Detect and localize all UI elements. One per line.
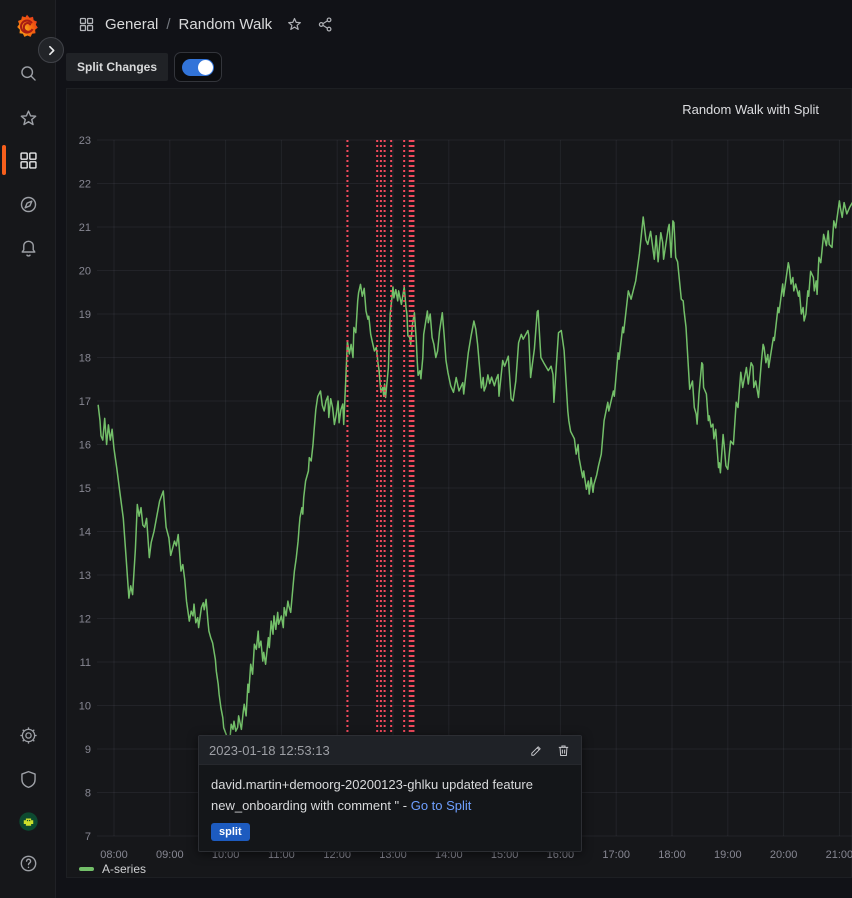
star-dashboard-icon[interactable] <box>286 16 303 33</box>
y-tick-label: 19 <box>79 309 91 321</box>
split-plugin-icon[interactable] <box>0 802 56 840</box>
dashboard-grid-icon <box>78 16 95 33</box>
x-tick-label: 08:00 <box>100 849 128 861</box>
annotation-tooltip-header: 2023-01-18 12:53:13 <box>199 736 581 765</box>
share-dashboard-icon[interactable] <box>317 16 334 33</box>
toggle-pill <box>182 58 215 76</box>
legend-series-marker <box>79 867 94 871</box>
dashboards-icon[interactable] <box>0 141 56 179</box>
y-tick-label: 22 <box>79 179 91 191</box>
y-tick-label: 18 <box>79 353 91 365</box>
toggle-knob <box>198 59 214 75</box>
edit-annotation-pencil-icon[interactable] <box>529 743 544 758</box>
y-tick-label: 15 <box>79 483 91 495</box>
y-tick-label: 16 <box>79 440 91 452</box>
go-to-split-link[interactable]: Go to Split <box>410 798 472 813</box>
y-tick-label: 8 <box>85 788 91 800</box>
search-icon[interactable] <box>0 54 56 92</box>
explore-compass-icon[interactable] <box>0 185 56 223</box>
y-tick-label: 7 <box>85 831 91 843</box>
x-tick-label: 20:00 <box>770 849 798 861</box>
x-tick-label: 16:00 <box>547 849 575 861</box>
legend-series-label: A-series <box>102 862 147 876</box>
panel-title[interactable]: Random Walk with Split <box>682 102 819 117</box>
breadcrumb-folder[interactable]: General <box>105 15 159 33</box>
sidebar-expand-button[interactable] <box>38 37 64 63</box>
grafana-logo[interactable] <box>13 13 41 41</box>
x-tick-label: 14:00 <box>435 849 463 861</box>
x-tick-label: 15:00 <box>491 849 519 861</box>
split-changes-toggle[interactable] <box>174 52 223 82</box>
random-walk-panel: Random Walk with Split 23 22 21 20 19 18 17 16 1… <box>66 88 852 878</box>
x-tick-label: 21:00 <box>826 849 852 861</box>
y-tick-label: 20 <box>79 266 91 278</box>
sidebar <box>0 0 56 898</box>
annotation-message: david.martin+demoorg-20200123-ghlku upda… <box>211 777 533 813</box>
annotation-tag-split[interactable]: split <box>211 823 250 841</box>
server-admin-shield-icon[interactable] <box>0 760 56 798</box>
y-tick-label: 10 <box>79 701 91 713</box>
breadcrumb-title[interactable]: Random Walk <box>178 15 273 33</box>
y-tick-label: 14 <box>79 527 91 539</box>
y-tick-label: 13 <box>79 570 91 582</box>
submenu-bar: Split Changes <box>56 48 852 86</box>
y-tick-label: 17 <box>79 396 91 408</box>
y-tick-label: 11 <box>80 657 91 669</box>
x-tick-label: 18:00 <box>658 849 686 861</box>
legend-item-a-series[interactable]: A-series <box>79 862 146 876</box>
x-tick-label: 19:00 <box>714 849 742 861</box>
y-tick-label: 9 <box>85 744 91 756</box>
annotation-tooltip-body: david.martin+demoorg-20200123-ghlku upda… <box>199 765 581 851</box>
x-tick-label: 12:00 <box>323 849 351 861</box>
delete-annotation-trash-icon[interactable] <box>556 743 571 758</box>
x-tick-label: 11:00 <box>268 849 295 861</box>
y-tick-label: 23 <box>79 135 91 147</box>
configuration-gear-icon[interactable] <box>0 716 56 754</box>
x-tick-label: 09:00 <box>156 849 184 861</box>
x-tick-label: 10:00 <box>212 849 240 861</box>
series-line-a-series[interactable] <box>97 200 852 742</box>
x-tick-label: 13:00 <box>379 849 407 861</box>
annotation-tooltip: 2023-01-18 12:53:13 david.martin+demoorg… <box>198 735 582 852</box>
annotation-timestamp: 2023-01-18 12:53:13 <box>209 742 330 758</box>
x-tick-label: 17:00 <box>602 849 630 861</box>
top-nav: General / Random Walk <box>56 0 852 48</box>
split-changes-label: Split Changes <box>66 53 169 81</box>
alerting-bell-icon[interactable] <box>0 229 56 267</box>
breadcrumb-separator: / <box>166 15 171 33</box>
help-icon[interactable] <box>0 844 56 882</box>
y-tick-label: 21 <box>79 222 91 234</box>
starred-dashboards-icon[interactable] <box>0 99 56 137</box>
y-tick-label: 12 <box>79 614 91 626</box>
